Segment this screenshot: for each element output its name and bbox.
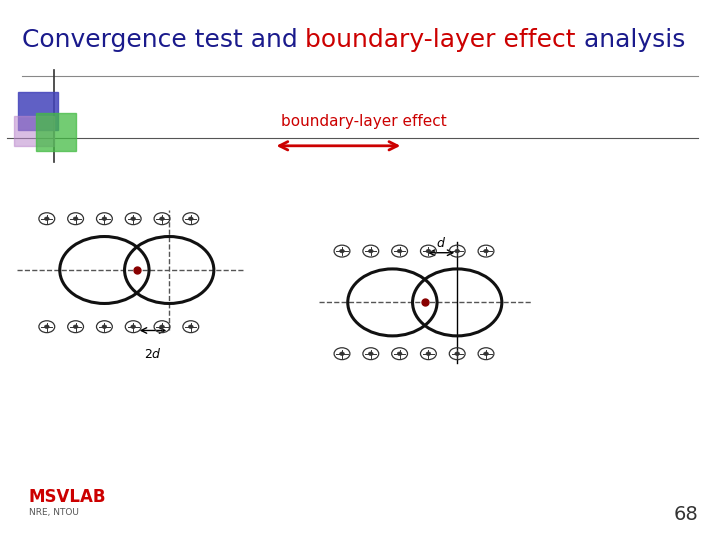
Circle shape [484, 352, 488, 355]
Text: $2d$: $2d$ [144, 347, 162, 361]
Circle shape [426, 249, 431, 253]
Bar [14, 116, 54, 146]
Bar [18, 92, 58, 130]
Circle shape [73, 325, 78, 328]
Circle shape [189, 325, 193, 328]
Circle shape [131, 217, 135, 220]
Text: boundary-layer effect: boundary-layer effect [281, 114, 446, 129]
Circle shape [160, 325, 164, 328]
Circle shape [369, 249, 373, 253]
Circle shape [484, 249, 488, 253]
Circle shape [131, 325, 135, 328]
Circle shape [340, 249, 344, 253]
Text: $d$: $d$ [436, 236, 446, 250]
Text: NRE, NTOU: NRE, NTOU [29, 509, 78, 517]
Circle shape [397, 249, 402, 253]
Text: Convergence test and: Convergence test and [22, 29, 305, 52]
Circle shape [455, 249, 459, 253]
Circle shape [45, 325, 49, 328]
Circle shape [397, 352, 402, 355]
Circle shape [455, 352, 459, 355]
Text: MSVLAB: MSVLAB [29, 488, 107, 506]
Circle shape [340, 352, 344, 355]
Text: boundary-layer effect: boundary-layer effect [305, 29, 576, 52]
Bar [36, 113, 76, 151]
Text: 68: 68 [674, 505, 698, 524]
Circle shape [426, 352, 431, 355]
Circle shape [73, 217, 78, 220]
Circle shape [189, 217, 193, 220]
Text: analysis: analysis [576, 29, 685, 52]
Circle shape [45, 217, 49, 220]
Circle shape [102, 217, 107, 220]
Circle shape [369, 352, 373, 355]
Circle shape [160, 217, 164, 220]
Circle shape [102, 325, 107, 328]
